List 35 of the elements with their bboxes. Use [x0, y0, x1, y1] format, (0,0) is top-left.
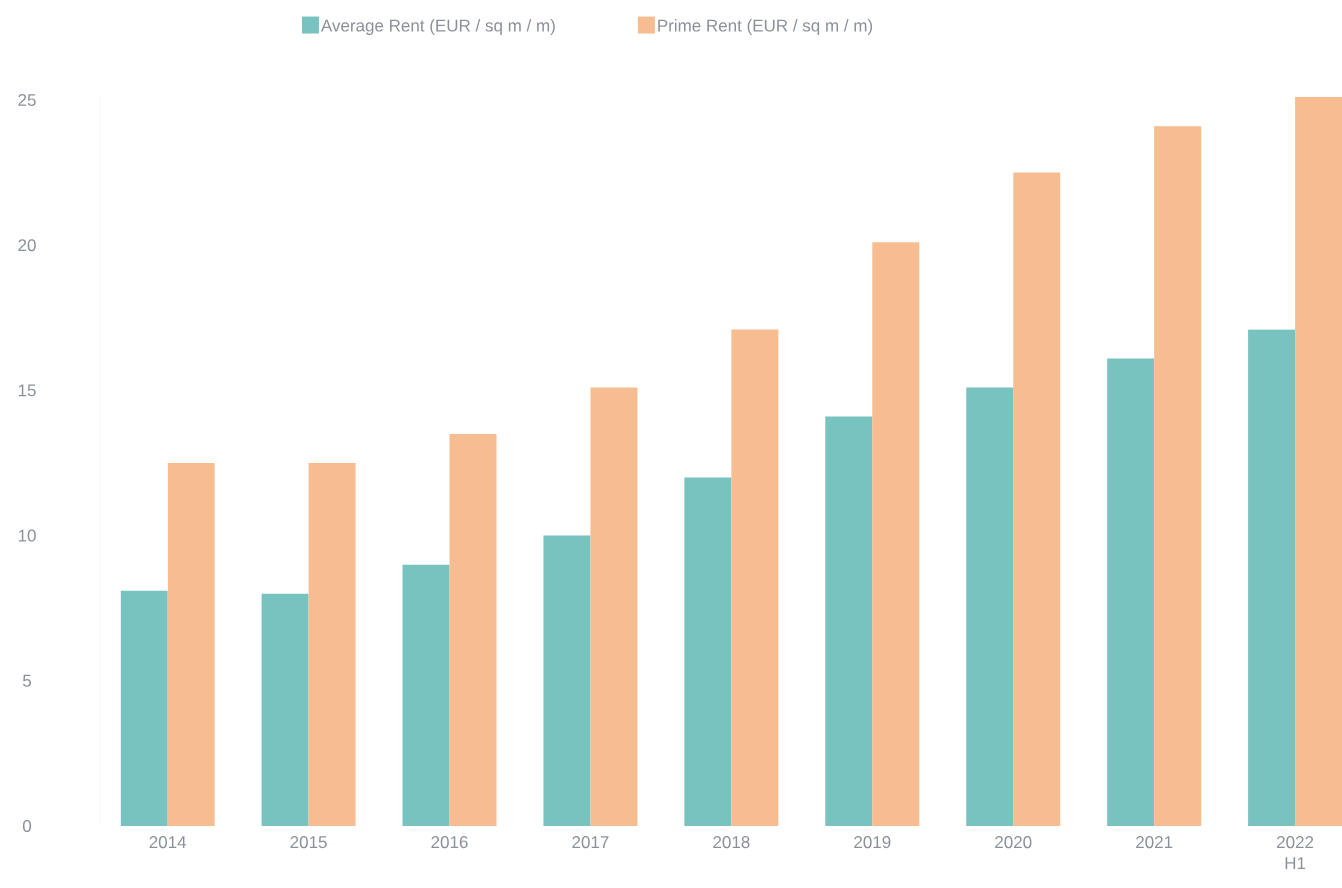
y-tick-label: 20 — [18, 239, 36, 252]
x-tick-label: 2017 — [572, 836, 609, 849]
y-tick-label: 0 — [22, 819, 32, 833]
bar — [449, 433, 497, 826]
x-tick-label: 2018 — [713, 836, 750, 849]
bar — [684, 477, 732, 826]
y-tick-label: 10 — [18, 529, 36, 542]
legend-label: Average Rent (EUR / sq m / m) — [320, 19, 555, 35]
bar — [120, 590, 168, 826]
y-tick-label: 15 — [18, 384, 36, 397]
bar — [1013, 172, 1061, 826]
x-tick-label: 2019 — [854, 836, 891, 849]
y-tick-label: 5 — [22, 674, 32, 687]
bar — [261, 593, 309, 826]
bar — [966, 387, 1014, 826]
bar — [825, 416, 873, 826]
x-tick-label: 2021 — [1136, 836, 1173, 849]
x-tick-label: 2016 — [431, 836, 468, 849]
legend-label: Prime Rent (EUR / sq m / m) — [658, 19, 873, 35]
bar — [1154, 126, 1202, 826]
x-tick-label: 2020 — [995, 836, 1032, 849]
y-tick-label: 25 — [18, 93, 36, 107]
bar — [590, 387, 638, 826]
bar — [167, 462, 215, 826]
x-tick-label: 2022 H1 — [1277, 836, 1314, 869]
x-tick-label: 2015 — [290, 836, 327, 849]
bar — [872, 242, 920, 826]
bar — [1248, 329, 1296, 826]
x-tick-label: 2014 — [149, 836, 187, 849]
bar — [543, 535, 591, 826]
bar — [1107, 358, 1155, 826]
bar — [731, 329, 779, 826]
bar — [308, 462, 356, 826]
bar — [402, 564, 450, 826]
bar — [1295, 97, 1342, 826]
